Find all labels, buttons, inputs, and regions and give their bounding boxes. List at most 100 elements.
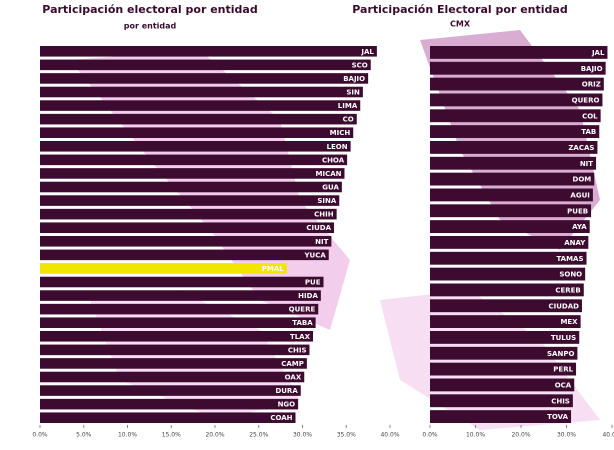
category-label: GUA [322, 184, 339, 192]
bar [430, 46, 608, 59]
category-label: JAL [360, 48, 374, 56]
category-label: JAL [591, 49, 605, 57]
category-label: CAMP [281, 360, 304, 368]
category-label: TABA [292, 319, 313, 327]
bar [40, 398, 299, 410]
category-label: MICAN [316, 170, 342, 178]
bar [40, 113, 357, 125]
bar [430, 156, 597, 170]
bar [40, 303, 319, 315]
bar [430, 378, 575, 392]
category-label: AYA [572, 223, 587, 231]
x-tick-label: 40.0% [380, 432, 399, 439]
category-label: NIT [580, 160, 593, 168]
bar [430, 204, 592, 218]
category-label: MEX [560, 318, 578, 326]
bar [40, 371, 305, 383]
category-label: CIUDA [306, 224, 331, 232]
bar [40, 73, 369, 84]
bar [40, 412, 296, 423]
x-tick-label: 30.0% [557, 432, 576, 439]
category-label: DOM [573, 176, 592, 184]
category-label: CHIS [288, 346, 307, 354]
chart-title: Participación electoral por entidad [42, 3, 257, 16]
category-label: MICH [330, 129, 351, 137]
bar [430, 267, 586, 281]
bar [430, 346, 578, 360]
category-label: DURA [275, 387, 298, 395]
category-label: ZACAS [568, 144, 594, 152]
category-label: NIT [315, 238, 328, 246]
bar [430, 299, 582, 313]
category-label: TLAX [290, 333, 311, 341]
bar [430, 251, 587, 265]
category-label: SIN [346, 89, 360, 97]
category-label: SCO [352, 61, 368, 69]
category-label: CIUDAD [549, 302, 580, 310]
bar [40, 236, 332, 247]
bar [430, 93, 603, 107]
x-tick-label: 35.0% [337, 432, 356, 439]
x-tick-label: 0.0% [32, 432, 48, 439]
category-label: CHIH [314, 211, 334, 219]
bar [430, 315, 581, 328]
bar [430, 236, 589, 249]
bar [430, 61, 606, 75]
bar [40, 46, 377, 57]
bar [430, 125, 600, 138]
bar [430, 283, 584, 297]
x-tick-label: 40.0% [602, 432, 614, 439]
x-tick-label: 20.0% [205, 432, 224, 439]
category-label: YUCA [303, 251, 326, 259]
chart-subtitle: CMX [450, 20, 471, 29]
category-label: CO [343, 116, 354, 124]
category-label: OAX [285, 374, 302, 382]
bar [40, 249, 329, 261]
category-label: ORIZ [582, 81, 601, 89]
category-label: OCA [555, 381, 572, 389]
bar [40, 222, 334, 233]
bar [40, 276, 324, 288]
category-label: COL [582, 112, 598, 120]
category-label: COAH [270, 414, 292, 422]
category-label: TOVA [547, 413, 568, 421]
x-tick-label: 10.0% [466, 432, 485, 439]
category-label: SONO [559, 271, 582, 279]
category-label: TAMAS [556, 255, 583, 263]
category-label: SINA [317, 197, 337, 205]
x-tick-label: 15.0% [162, 432, 181, 439]
bar [430, 220, 590, 233]
category-label: TULUS [551, 334, 576, 342]
bar [430, 331, 580, 344]
category-label: PUE [305, 279, 321, 287]
bar [40, 141, 351, 152]
category-label: LIMA [338, 102, 358, 110]
x-tick-label: 30.0% [293, 432, 312, 439]
bar [40, 195, 340, 206]
bar [40, 86, 363, 98]
x-tick-label: 0.0% [422, 432, 438, 439]
category-label: CEREB [555, 286, 580, 294]
category-label: TAB [581, 128, 596, 136]
chart-subtitle: por entidad [124, 22, 177, 31]
bar [430, 141, 598, 154]
x-tick-label: 10.0% [118, 432, 137, 439]
bar [40, 331, 313, 342]
category-label: BAJIO [343, 75, 365, 83]
bar [40, 263, 287, 274]
category-label: PMAL [262, 265, 285, 273]
bar [40, 344, 310, 356]
bar [40, 59, 371, 71]
bar [40, 358, 307, 369]
bar [430, 188, 593, 202]
bar [430, 394, 573, 408]
chart-title: Participación Electoral por entidad [352, 3, 567, 16]
category-label: LEON [327, 143, 348, 151]
bar [430, 410, 572, 423]
x-tick-label: 25.0% [249, 432, 268, 439]
category-label: CHOA [322, 156, 345, 164]
bar [40, 385, 301, 396]
x-tick-label: 5.0% [76, 432, 92, 439]
category-label: CHIS [551, 397, 570, 405]
